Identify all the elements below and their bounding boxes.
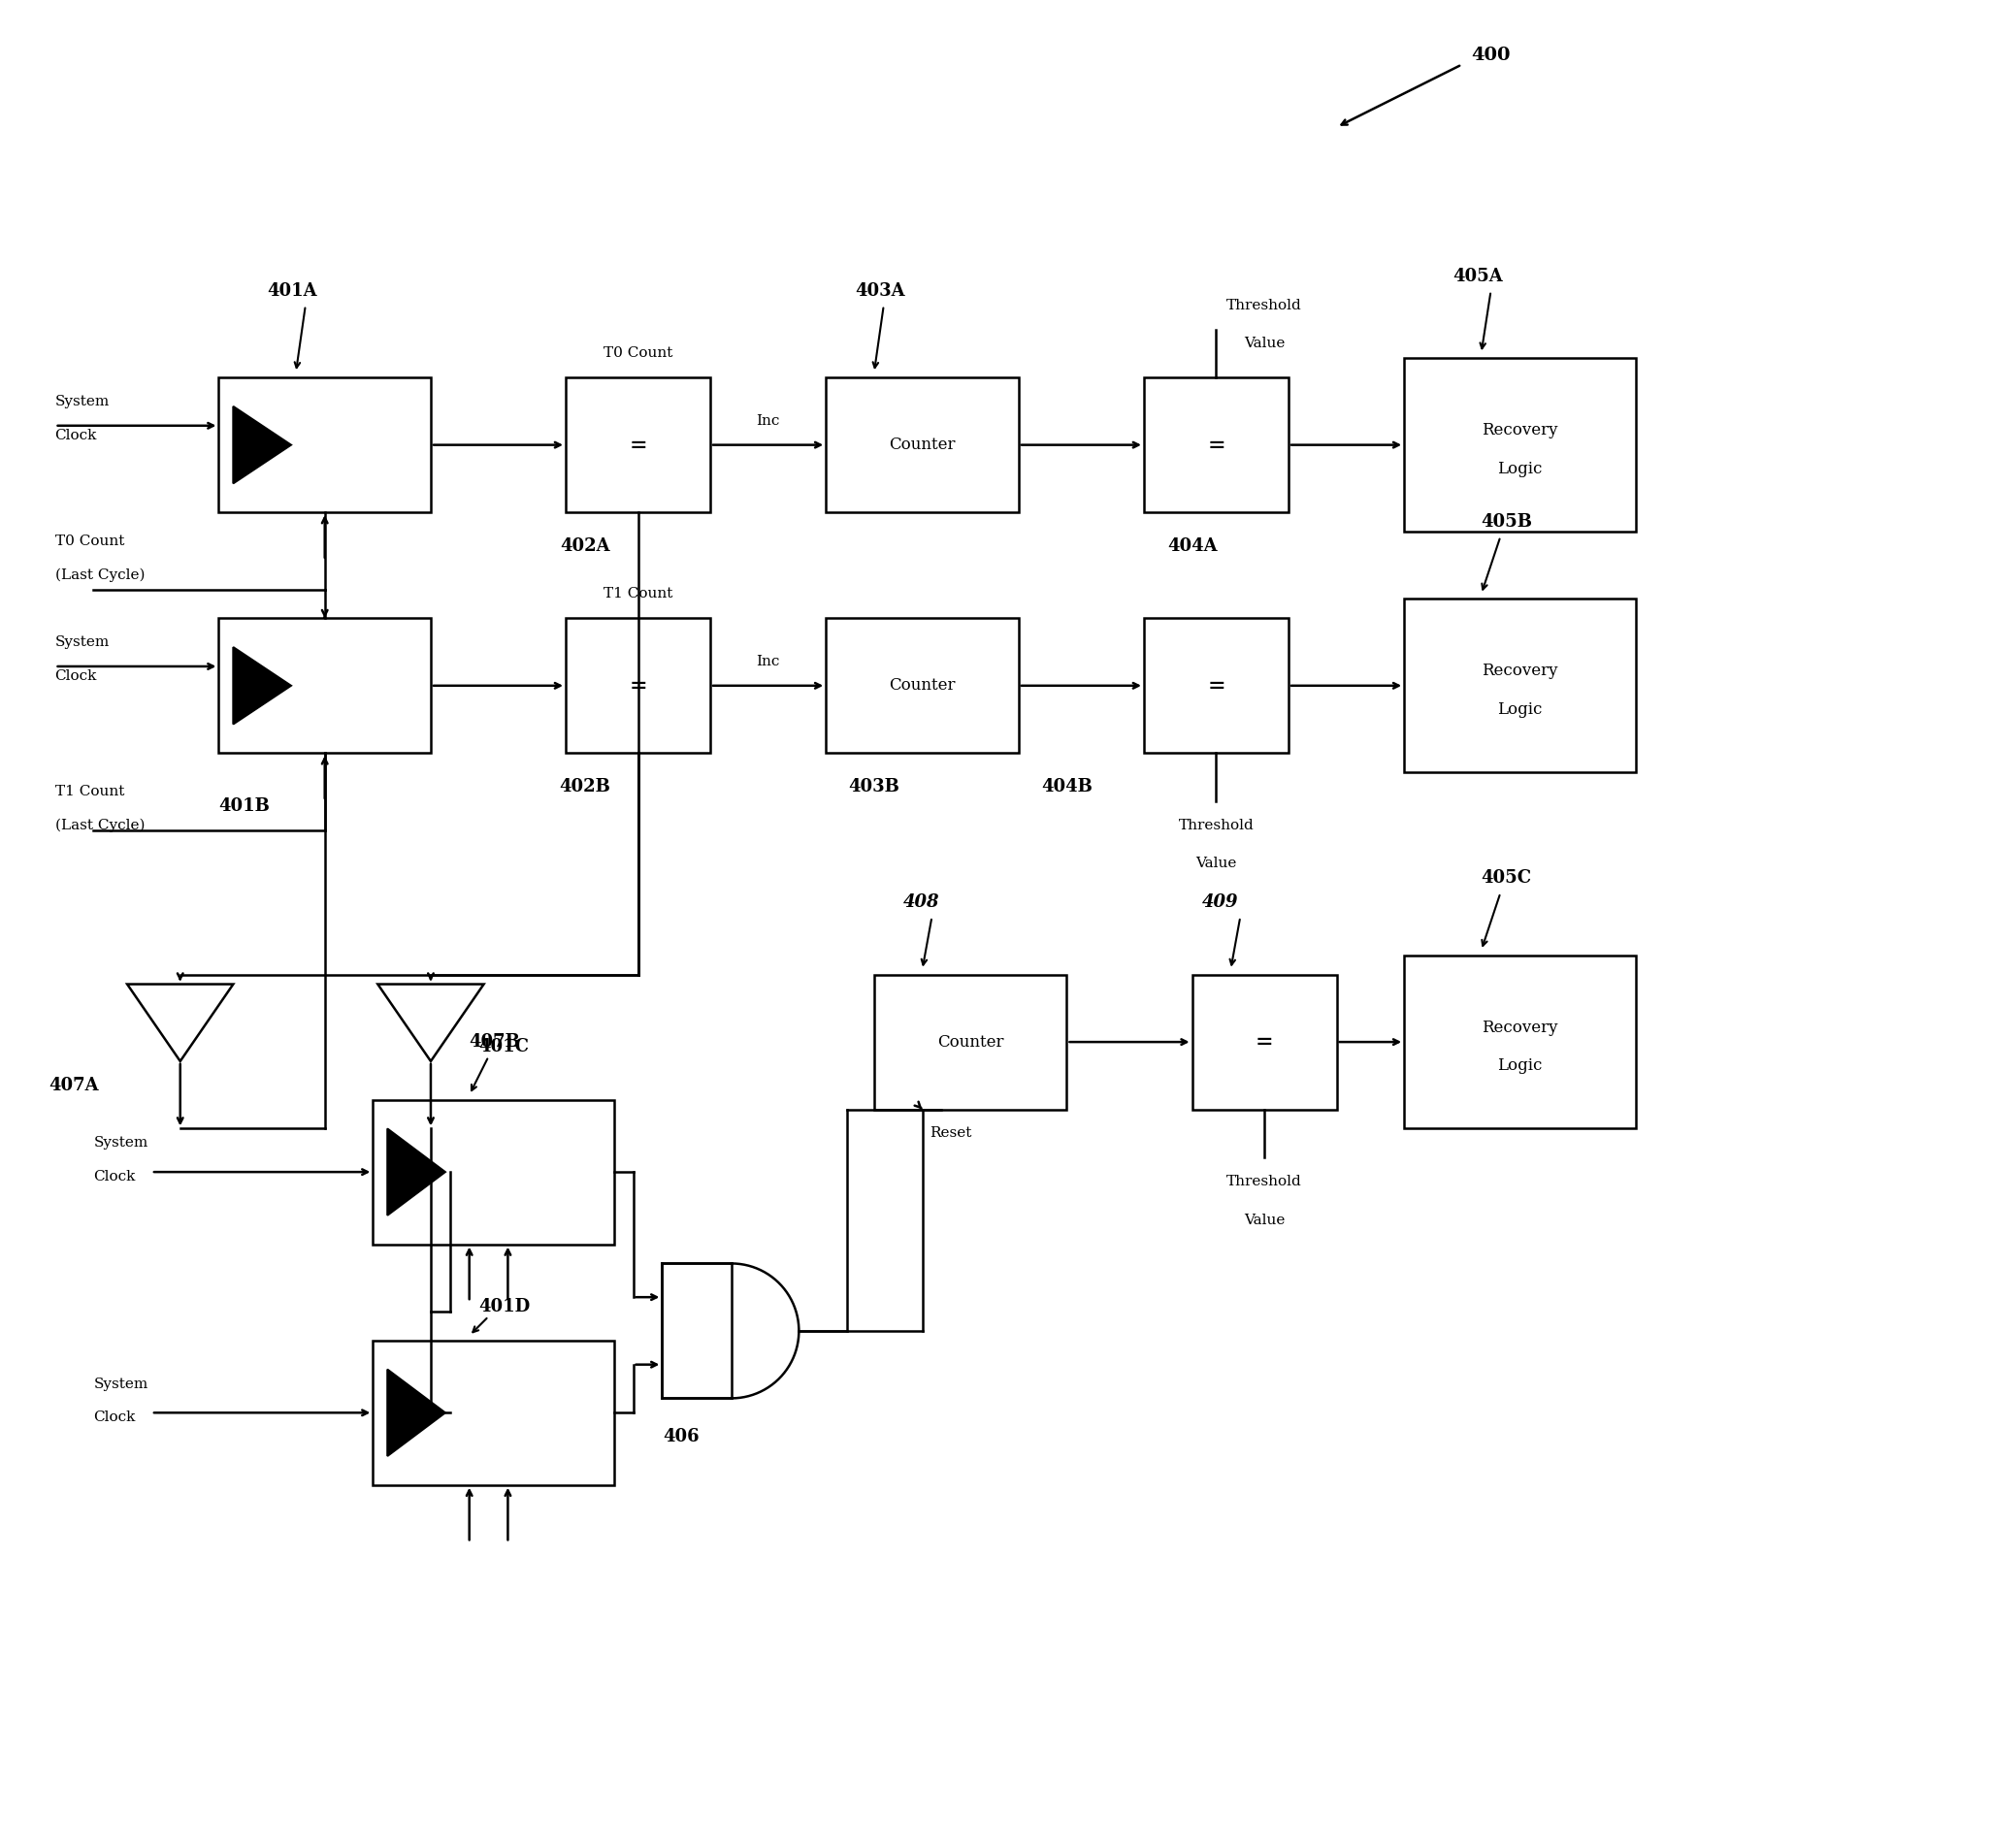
Bar — [1145, 619, 1288, 754]
Text: Value: Value — [1197, 857, 1236, 870]
Bar — [826, 619, 1019, 754]
Text: 407B: 407B — [470, 1033, 520, 1052]
Bar — [219, 377, 430, 512]
Bar — [874, 974, 1067, 1109]
Text: Recovery: Recovery — [1481, 663, 1557, 680]
Bar — [1404, 955, 1635, 1129]
Text: Clock: Clock — [94, 1410, 135, 1425]
Text: 409: 409 — [1203, 894, 1238, 911]
Text: Threshold: Threshold — [1226, 299, 1302, 312]
Bar — [219, 619, 430, 754]
Text: Threshold: Threshold — [1226, 1175, 1302, 1188]
Text: Logic: Logic — [1497, 1057, 1543, 1074]
Bar — [1404, 599, 1635, 772]
Polygon shape — [127, 985, 233, 1061]
Text: 403A: 403A — [854, 283, 904, 299]
Text: (Last Cycle): (Last Cycle) — [56, 567, 145, 582]
Text: (Last Cycle): (Last Cycle) — [56, 819, 145, 832]
Text: T1 Count: T1 Count — [56, 785, 123, 798]
Text: Threshold: Threshold — [1179, 819, 1254, 832]
Text: Logic: Logic — [1497, 702, 1543, 719]
Text: 408: 408 — [904, 894, 940, 911]
Text: Counter: Counter — [938, 1033, 1003, 1050]
Text: =: = — [629, 434, 647, 456]
Bar — [565, 377, 711, 512]
Text: T0 Count: T0 Count — [56, 534, 123, 549]
Text: System: System — [56, 636, 110, 649]
Text: System: System — [56, 395, 110, 408]
Text: Inc: Inc — [757, 414, 780, 427]
Text: 403B: 403B — [848, 778, 900, 795]
Text: Clock: Clock — [56, 429, 98, 442]
Bar — [372, 1100, 613, 1244]
Text: Value: Value — [1244, 336, 1284, 351]
Text: =: = — [1207, 434, 1224, 456]
Bar — [1404, 359, 1635, 532]
Polygon shape — [388, 1129, 446, 1216]
Text: T0 Count: T0 Count — [603, 347, 673, 360]
Text: Counter: Counter — [890, 678, 956, 693]
Text: 406: 406 — [663, 1429, 699, 1445]
Polygon shape — [233, 407, 291, 484]
Polygon shape — [378, 985, 484, 1061]
Text: Inc: Inc — [757, 654, 780, 669]
Bar — [565, 619, 711, 754]
Text: System: System — [94, 1137, 147, 1149]
Text: T1 Count: T1 Count — [603, 588, 673, 601]
Bar — [1193, 974, 1336, 1109]
Text: 401A: 401A — [267, 283, 317, 299]
Text: Recovery: Recovery — [1481, 1020, 1557, 1035]
Text: Clock: Clock — [56, 669, 98, 682]
Text: 404A: 404A — [1167, 538, 1217, 554]
Text: 400: 400 — [1471, 46, 1511, 63]
Text: 404B: 404B — [1041, 778, 1093, 795]
Text: 402B: 402B — [559, 778, 611, 795]
Text: Reset: Reset — [930, 1127, 972, 1140]
Text: =: = — [1207, 675, 1224, 697]
Bar — [663, 1264, 731, 1399]
Text: Counter: Counter — [890, 436, 956, 453]
Text: 405A: 405A — [1451, 268, 1503, 285]
Text: 401C: 401C — [480, 1039, 530, 1055]
Text: 401D: 401D — [480, 1297, 532, 1316]
Text: Value: Value — [1244, 1214, 1284, 1227]
Text: =: = — [1256, 1031, 1274, 1053]
Text: Clock: Clock — [94, 1170, 135, 1183]
Text: 405B: 405B — [1481, 514, 1533, 530]
Bar — [1145, 377, 1288, 512]
Polygon shape — [388, 1369, 446, 1456]
Text: System: System — [94, 1377, 147, 1392]
Text: 407A: 407A — [50, 1077, 100, 1094]
Text: 401B: 401B — [219, 796, 271, 815]
Text: Recovery: Recovery — [1481, 421, 1557, 438]
Text: 402A: 402A — [559, 538, 609, 554]
Text: =: = — [629, 675, 647, 697]
Polygon shape — [233, 647, 291, 724]
Text: 405C: 405C — [1481, 870, 1531, 887]
Bar — [372, 1340, 613, 1486]
Bar — [826, 377, 1019, 512]
Text: Logic: Logic — [1497, 460, 1543, 477]
